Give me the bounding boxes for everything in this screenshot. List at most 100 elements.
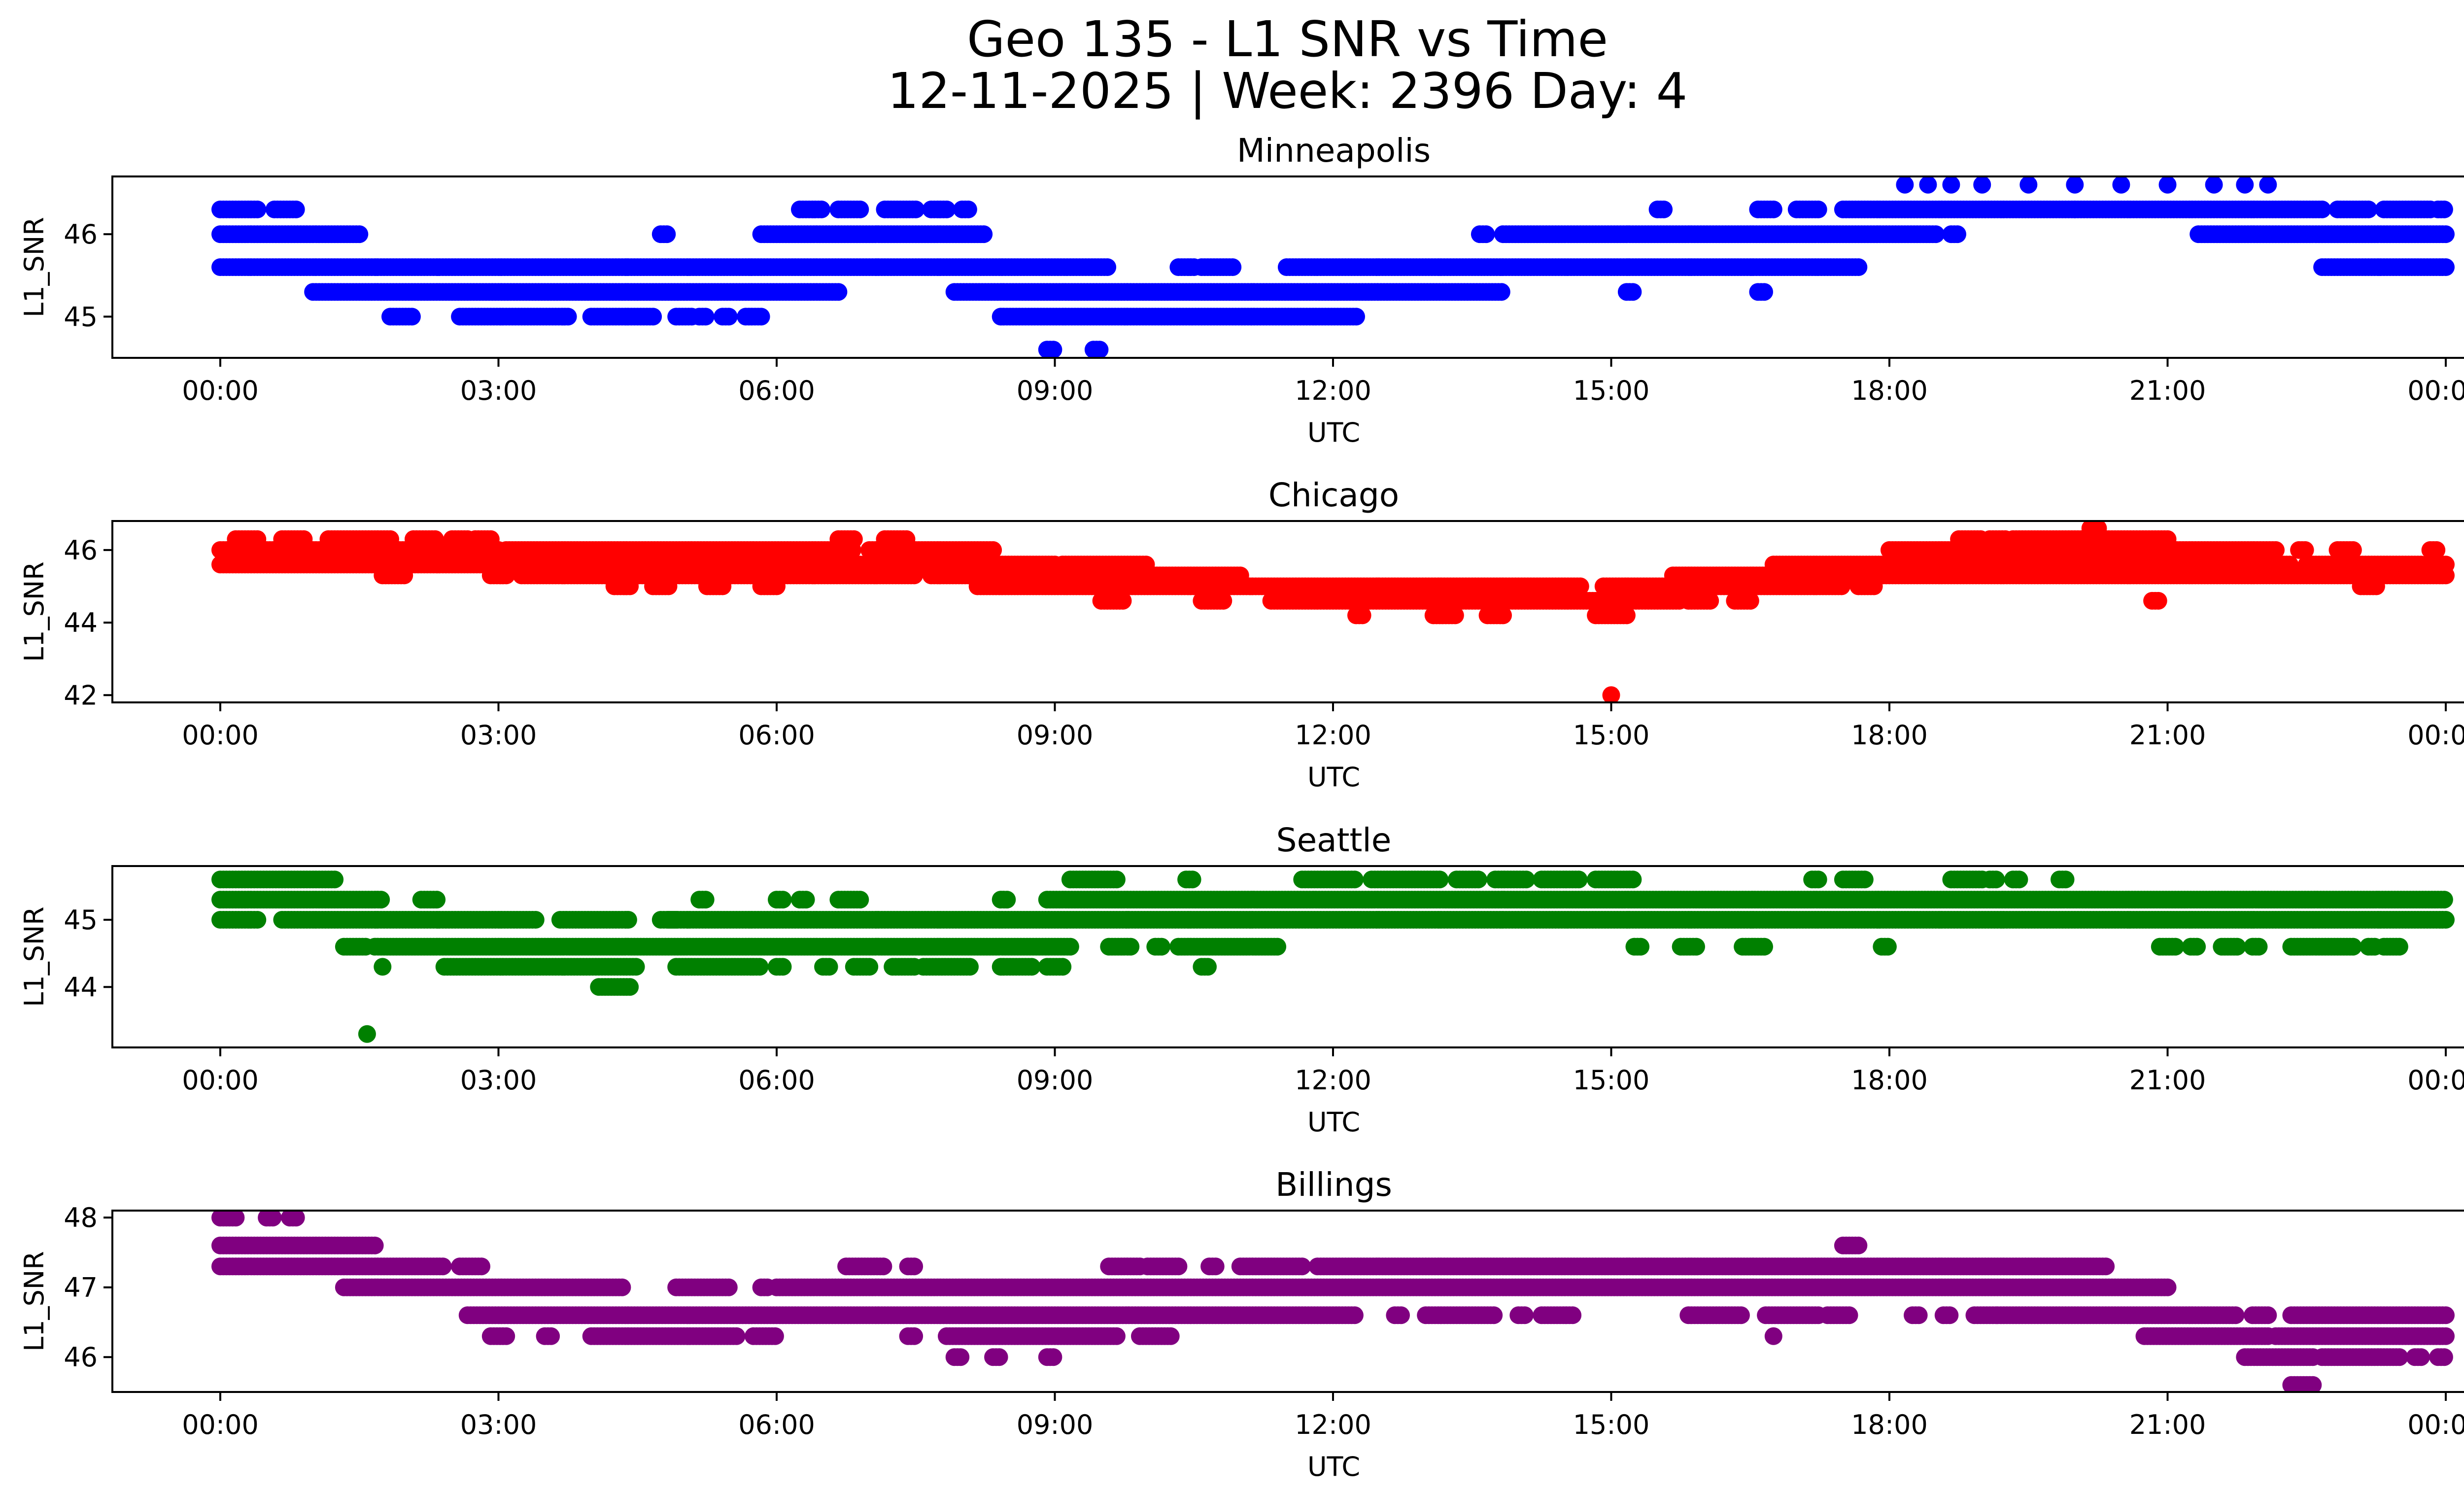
data-point: [1617, 606, 1636, 625]
figure-subtitle: 12-11-2025 | Week: 2396 Day: 4: [887, 62, 1688, 120]
x-axis-label: UTC: [1307, 417, 1360, 448]
data-point: [2019, 176, 2038, 194]
data-point: [2066, 176, 2084, 194]
data-points: [211, 870, 2455, 1043]
x-tick-label: 09:00: [1017, 375, 1094, 406]
data-point: [1517, 870, 1535, 889]
x-tick-label: 18:00: [1851, 375, 1928, 406]
x-tick-label: 15:00: [1573, 720, 1650, 751]
data-point: [1469, 870, 1487, 889]
data-point: [714, 577, 732, 595]
x-tick-label: 00:00: [2407, 375, 2464, 406]
data-points: [211, 176, 2455, 358]
data-point: [1494, 606, 1512, 625]
data-point: [2010, 870, 2028, 889]
data-point: [1624, 283, 1642, 301]
data-point: [1044, 341, 1062, 358]
data-point: [2296, 541, 2314, 559]
y-tick-label: 46: [64, 219, 98, 250]
data-point: [1755, 283, 1773, 301]
data-point: [1624, 870, 1642, 889]
data-point: [526, 911, 545, 929]
data-point: [2313, 200, 2331, 218]
x-tick-label: 03:00: [460, 375, 537, 406]
data-point: [1809, 200, 1827, 218]
data-point: [2158, 176, 2177, 194]
data-point: [1949, 225, 1966, 243]
data-point: [2056, 870, 2075, 889]
data-point: [1345, 870, 1364, 889]
data-point: [2428, 541, 2446, 559]
data-point: [1107, 870, 1126, 889]
x-tick-label: 09:00: [1017, 720, 1094, 751]
data-point: [851, 200, 869, 218]
data-point: [984, 541, 1002, 559]
data-point: [768, 577, 786, 595]
data-point: [2437, 566, 2455, 585]
data-point: [350, 225, 369, 243]
data-point: [1183, 870, 1201, 889]
data-point: [1224, 258, 1242, 276]
x-tick-label: 18:00: [1851, 720, 1928, 751]
data-point: [1927, 225, 1945, 243]
data-point: [2367, 577, 2385, 595]
x-tick-label: 12:00: [1295, 720, 1371, 751]
data-point: [1353, 606, 1371, 625]
data-point: [248, 911, 267, 929]
data-point: [752, 308, 770, 326]
data-point: [719, 308, 738, 326]
y-tick-label: 45: [64, 301, 98, 332]
data-points: [211, 521, 2455, 702]
data-point: [905, 566, 924, 585]
data-point: [287, 200, 305, 218]
data-point: [2089, 521, 2107, 537]
data-point: [619, 911, 637, 929]
data-point: [1865, 577, 1883, 595]
y-tick-label: 42: [64, 680, 98, 711]
data-point: [644, 308, 662, 326]
data-point: [938, 200, 956, 218]
data-point: [2435, 891, 2453, 909]
data-point: [1809, 870, 1827, 889]
data-point: [1849, 258, 1868, 276]
data-point: [1091, 341, 1109, 358]
data-point: [1832, 577, 1850, 595]
x-tick-label: 06:00: [738, 720, 815, 751]
data-point: [1571, 577, 1589, 595]
x-tick-label: 03:00: [460, 720, 537, 751]
data-point: [2267, 541, 2285, 559]
data-point: [696, 891, 715, 909]
y-tick-label: 44: [64, 607, 98, 638]
y-tick-label: 46: [64, 535, 98, 566]
data-point: [774, 891, 792, 909]
data-point: [1942, 176, 1960, 194]
subplot-title: Minneapolis: [1237, 132, 1431, 170]
data-point: [497, 566, 515, 585]
x-tick-label: 15:00: [1573, 375, 1650, 406]
data-point: [2259, 176, 2277, 194]
data-point: [696, 308, 715, 326]
data-point: [403, 308, 421, 326]
data-point: [559, 308, 577, 326]
subplot-title: Chicago: [1268, 476, 1399, 514]
data-point: [1347, 308, 1365, 326]
data-point: [658, 225, 676, 243]
data-point: [621, 577, 639, 595]
data-point: [1114, 591, 1132, 610]
data-point: [1098, 258, 1117, 276]
y-axis-label: L1_SNR: [19, 561, 50, 662]
data-point: [659, 577, 678, 595]
data-point: [1741, 591, 1759, 610]
x-tick-label: 06:00: [738, 375, 815, 406]
data-point: [1446, 606, 1464, 625]
x-tick-label: 21:00: [2129, 375, 2206, 406]
data-point: [959, 200, 977, 218]
data-point: [2236, 176, 2254, 194]
data-point: [907, 200, 925, 218]
data-point: [797, 891, 815, 909]
data-point: [1701, 591, 1719, 610]
data-point: [2360, 200, 2378, 218]
data-point: [2437, 258, 2455, 276]
